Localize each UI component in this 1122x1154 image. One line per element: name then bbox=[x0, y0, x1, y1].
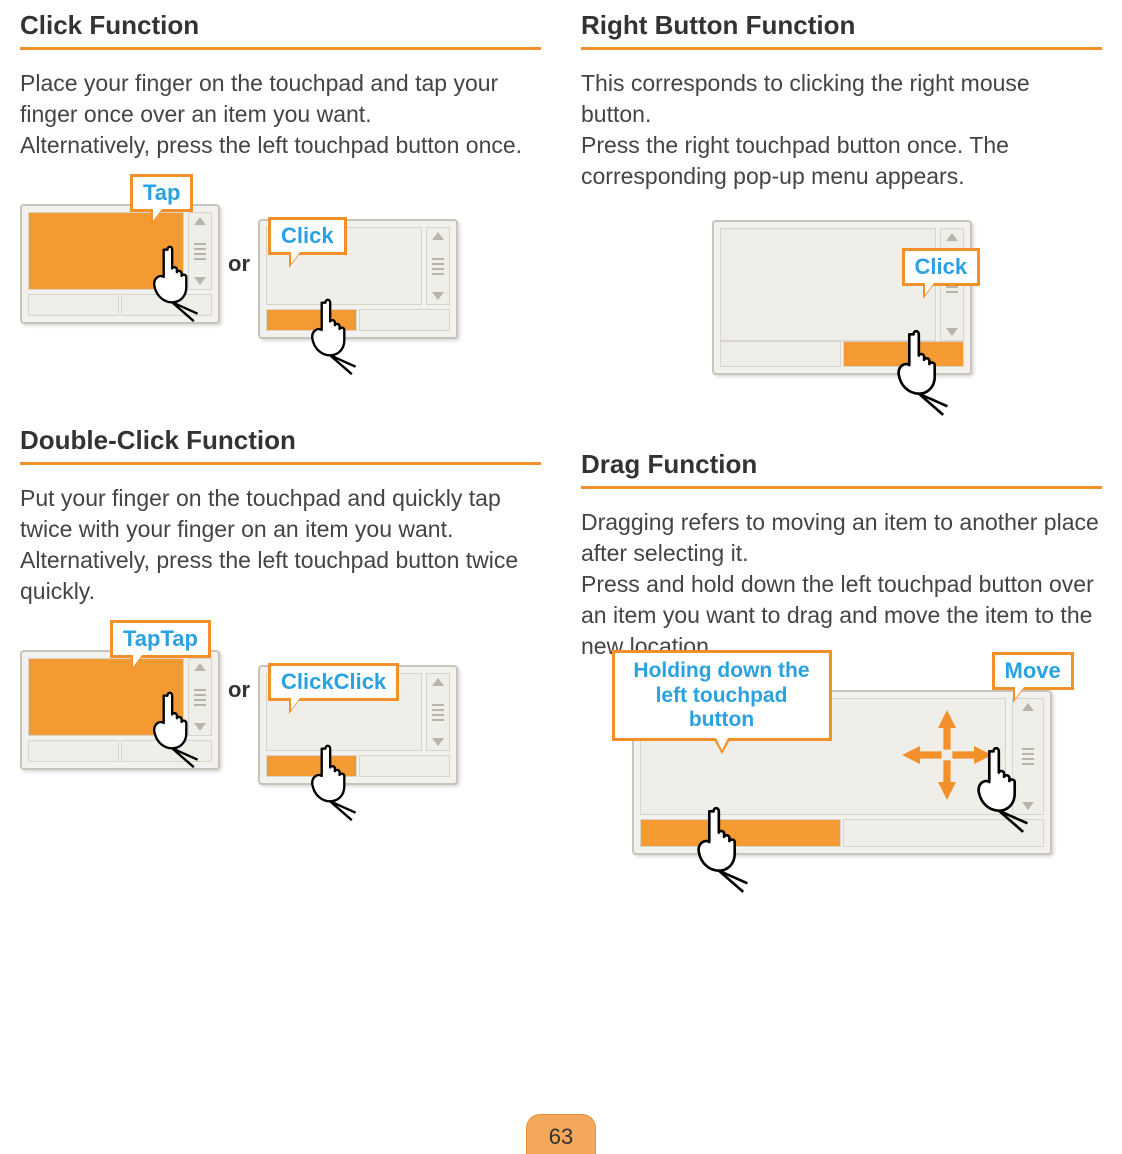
hand-icon bbox=[288, 297, 378, 377]
callout-click: Click bbox=[902, 248, 981, 286]
or-label: or bbox=[228, 677, 250, 703]
callout-click-label: Click bbox=[915, 254, 968, 279]
callout-clickclick: ClickClick bbox=[268, 663, 399, 701]
page-number-pill: 63 bbox=[526, 1114, 596, 1154]
touchpad-taptap: TapTap bbox=[20, 650, 220, 770]
or-label: or bbox=[228, 251, 250, 277]
touchpad-clickclick: ClickClick bbox=[258, 665, 458, 785]
drag-illustration-row: Holding down the left touchpad button Mo… bbox=[581, 690, 1102, 855]
touchpad-left-button bbox=[28, 740, 119, 762]
drag-title: Drag Function bbox=[581, 449, 1102, 489]
drag-body: Dragging refers to moving an item to ano… bbox=[581, 507, 1102, 662]
callout-click: Click bbox=[268, 217, 347, 255]
click-illustration-row: Tap or bbox=[20, 189, 541, 339]
right-body-2: Press the right touchpad button once. Th… bbox=[581, 130, 1102, 192]
click-body: Place your finger on the touchpad and ta… bbox=[20, 68, 541, 161]
touchpad-scroll-strip bbox=[426, 673, 450, 751]
callout-move: Move bbox=[992, 652, 1074, 690]
click-title: Click Function bbox=[20, 10, 541, 50]
right-body-1: This corresponds to clicking the right m… bbox=[581, 68, 1102, 130]
hand-icon bbox=[130, 690, 220, 770]
hand-icon-left bbox=[672, 805, 772, 895]
right-illustration-row: Click bbox=[581, 220, 1102, 375]
click-body-2: Alternatively, press the left touchpad b… bbox=[20, 130, 541, 161]
touchpad-click: Click bbox=[258, 219, 458, 339]
callout-clickclick-label: ClickClick bbox=[281, 669, 386, 694]
click-body-1: Place your finger on the touchpad and ta… bbox=[20, 68, 541, 130]
hand-icon bbox=[872, 328, 972, 418]
touchpad-drag: Holding down the left touchpad button Mo… bbox=[632, 690, 1052, 855]
double-body-1: Put your finger on the touchpad and quic… bbox=[20, 483, 541, 545]
touchpad-tap: Tap bbox=[20, 204, 220, 324]
callout-hold-label: Holding down the left touchpad button bbox=[633, 659, 809, 730]
callout-tap-label: Tap bbox=[143, 180, 180, 205]
callout-move-label: Move bbox=[1005, 658, 1061, 683]
callout-hold: Holding down the left touchpad button bbox=[612, 650, 832, 740]
touchpad-left-button bbox=[720, 341, 841, 367]
right-title: Right Button Function bbox=[581, 10, 1102, 50]
section-right-button-function: Right Button Function This corresponds t… bbox=[581, 10, 1102, 375]
touchpad-right-click: Click bbox=[712, 220, 972, 375]
double-illustration-row: TapTap or bbox=[20, 635, 541, 785]
hand-icon-right bbox=[952, 745, 1052, 835]
callout-click-label: Click bbox=[281, 223, 334, 248]
callout-taptap: TapTap bbox=[110, 620, 211, 658]
callout-tap: Tap bbox=[130, 174, 193, 212]
section-drag-function: Drag Function Dragging refers to moving … bbox=[581, 449, 1102, 855]
drag-body-2: Press and hold down the left touchpad bu… bbox=[581, 569, 1102, 662]
callout-taptap-label: TapTap bbox=[123, 626, 198, 651]
hand-icon bbox=[288, 743, 378, 823]
touchpad-left-button bbox=[28, 294, 119, 316]
page-number: 63 bbox=[549, 1124, 573, 1150]
touchpad-scroll-strip bbox=[426, 227, 450, 305]
double-title: Double-Click Function bbox=[20, 425, 541, 465]
section-double-click-function: Double-Click Function Put your finger on… bbox=[20, 425, 541, 855]
section-click-function: Click Function Place your finger on the … bbox=[20, 10, 541, 375]
double-body: Put your finger on the touchpad and quic… bbox=[20, 483, 541, 607]
drag-body-1: Dragging refers to moving an item to ano… bbox=[581, 507, 1102, 569]
double-body-2: Alternatively, press the left touchpad b… bbox=[20, 545, 541, 607]
hand-icon bbox=[130, 244, 220, 324]
right-body: This corresponds to clicking the right m… bbox=[581, 68, 1102, 192]
